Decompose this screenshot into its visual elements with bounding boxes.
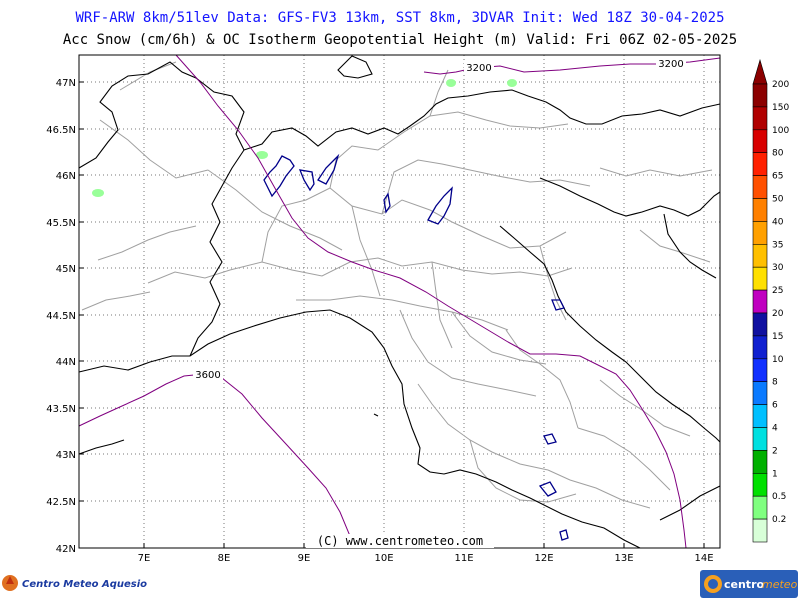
- lat-label: 45.5N: [46, 218, 76, 229]
- colorbar-level-label: 6: [772, 401, 778, 411]
- latitude-labels: 47N 46.5N 46N 45.5N 45N 44.5N 44N 43.5N …: [46, 78, 76, 555]
- colorbar-level-label: 50: [772, 195, 784, 205]
- colorbar-level-label: 100: [772, 126, 789, 136]
- colorbar-level-label: 1: [772, 469, 778, 479]
- colorbar-level-label: 10: [772, 355, 784, 365]
- colorbar-box: [752, 335, 768, 360]
- title-line-1: WRF-ARW 8km/51lev Data: GFS-FV3 13km, SS…: [75, 10, 725, 26]
- colorbar-box: [752, 472, 768, 497]
- colorbar-box: [752, 221, 768, 245]
- colorbar-level-label: 35: [772, 240, 783, 250]
- title-line-2: Acc Snow (cm/6h) & OC Isotherm Geopotent…: [62, 32, 738, 48]
- colorbar-box: [752, 198, 768, 222]
- lon-label: 8E: [218, 553, 231, 564]
- colorbar: 200 150 100 80 65 50 40 35 30 25 20 15 10 8 6 4 2 1 0.5 0.2: [752, 58, 789, 543]
- lon-label: 10E: [374, 553, 393, 564]
- colorbar-box: [752, 152, 768, 176]
- isotherm-label-north-a: 3200: [466, 63, 491, 74]
- colorbar-level-label: 0.5: [772, 492, 786, 502]
- lat-label: 45N: [56, 264, 76, 275]
- colorbar-box: [752, 244, 768, 268]
- lon-label: 9E: [298, 553, 311, 564]
- lakes: [263, 153, 569, 541]
- lat-label: 44N: [56, 357, 76, 368]
- lon-label: 14E: [694, 553, 713, 564]
- colorbar-level-label: 4: [772, 424, 778, 434]
- colorbar-box: [752, 83, 768, 108]
- colorbar-level-label: 20: [772, 309, 784, 319]
- colorbar-level-label: 40: [772, 217, 784, 227]
- colorbar-box: [752, 518, 768, 543]
- colorbar-box: [752, 289, 768, 314]
- colorbar-level-label: 80: [772, 149, 784, 159]
- colorbar-level-label: 200: [772, 80, 789, 90]
- left-logo-text: Centro Meteo Aquesio: [22, 579, 147, 590]
- copyright-credit: (C) www.centrometeo.com: [317, 534, 483, 548]
- colorbar-box: [752, 266, 768, 291]
- colorbar-level-label: 2: [772, 446, 778, 456]
- colorbar-level-label: 65: [772, 172, 783, 182]
- colorbar-box: [752, 312, 768, 337]
- colorbar-level-label: 30: [772, 263, 784, 273]
- colorbar-box: [752, 175, 768, 199]
- lon-label: 12E: [534, 553, 553, 564]
- lat-label: 46N: [56, 171, 76, 182]
- lat-label: 43.5N: [46, 404, 76, 415]
- lat-label: 42N: [56, 544, 76, 555]
- colorbar-box: [752, 404, 768, 428]
- colorbar-level-label: 25: [772, 286, 783, 296]
- snow-patches: [92, 79, 517, 197]
- colorbar-arrow: [752, 58, 768, 85]
- lon-label: 7E: [138, 553, 151, 564]
- colorbar-boxes: [752, 58, 768, 543]
- colorbar-level-label: 8: [772, 378, 778, 388]
- coastline-and-borders: [78, 55, 721, 549]
- isotherm-label-north-b: 3200: [658, 59, 683, 70]
- centro-meteo-aquesio-logo: Centro Meteo Aquesio: [2, 575, 147, 591]
- centrometeo-logo: centro meteo: [700, 570, 798, 598]
- right-logo-text-a: centro: [724, 578, 764, 591]
- colorbar-labels: 200 150 100 80 65 50 40 35 30 25 20 15 10 8 6 4 2 1 0.5 0.2: [772, 80, 789, 525]
- colorbar-box: [752, 106, 768, 131]
- region-borders: [81, 61, 713, 509]
- lat-label: 47N: [56, 78, 76, 89]
- lat-label: 44.5N: [46, 311, 76, 322]
- lon-label: 11E: [454, 553, 473, 564]
- lat-label: 46.5N: [46, 125, 76, 136]
- colorbar-box: [752, 129, 768, 154]
- colorbar-level-label: 150: [772, 103, 789, 113]
- colorbar-level-label: 0.2: [772, 515, 786, 525]
- colorbar-level-label: 15: [772, 332, 783, 342]
- graticule: [79, 55, 720, 548]
- colorbar-box: [752, 358, 768, 382]
- colorbar-box: [752, 495, 768, 520]
- isotherm-label-south: 3600: [195, 370, 220, 381]
- right-logo-text-b: meteo: [762, 578, 798, 591]
- colorbar-box: [752, 381, 768, 405]
- lon-label: 13E: [614, 553, 633, 564]
- longitude-labels: 7E 8E 9E 10E 11E 12E 13E 14E: [138, 553, 714, 564]
- lat-label: 43N: [56, 450, 76, 461]
- lat-label: 42.5N: [46, 497, 76, 508]
- isotherm-labels: 3200 3200 3600: [193, 57, 686, 381]
- colorbar-box: [752, 427, 768, 451]
- colorbar-box: [752, 450, 768, 474]
